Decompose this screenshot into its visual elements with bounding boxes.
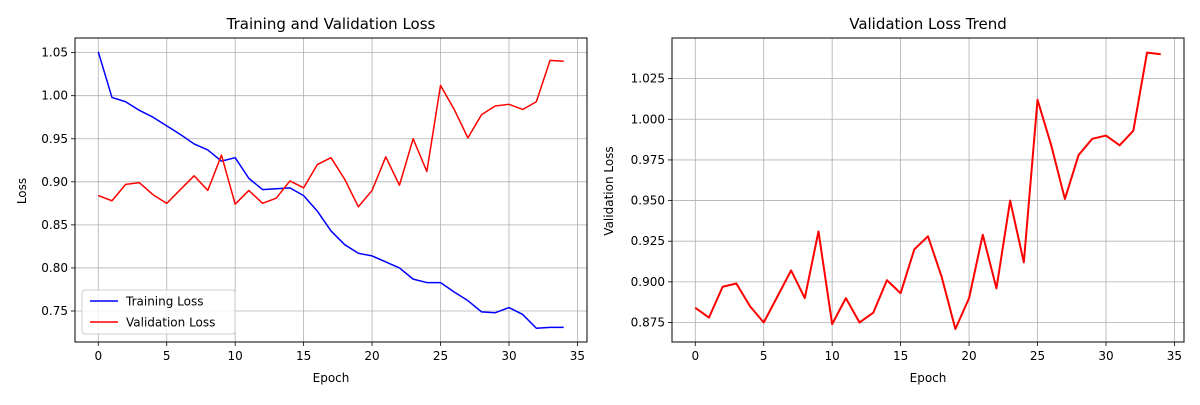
y-tick-label: 1.025 [631, 72, 665, 86]
chart-left: Training and Validation Loss Epoch Loss … [15, 15, 588, 385]
x-tick-label: 30 [501, 349, 516, 363]
legend-box [81, 289, 236, 335]
y-tick-label: 0.875 [631, 315, 665, 329]
y-tick-label: 1.05 [41, 46, 68, 60]
x-tick-label: 0 [691, 349, 699, 363]
y-axis-label: Validation Loss [602, 146, 616, 235]
y-tick-label: 1.000 [631, 112, 665, 126]
x-axis-label: Epoch [910, 371, 947, 385]
y-tick-label: 1.00 [41, 89, 68, 103]
y-tick-label: 0.95 [41, 132, 68, 146]
x-tick-label: 15 [296, 349, 311, 363]
legend-entry-label: Validation Loss [126, 316, 215, 330]
x-tick-label: 25 [1030, 349, 1045, 363]
x-tick-label: 25 [433, 349, 448, 363]
chart-title: Validation Loss Trend [849, 15, 1007, 33]
x-tick-label: 10 [825, 349, 840, 363]
y-tick-label: 0.975 [631, 153, 665, 167]
x-tick-label: 10 [228, 349, 243, 363]
y-tick-label: 0.90 [41, 175, 68, 189]
plot-area-frame [671, 37, 1185, 343]
x-tick-label: 0 [94, 349, 102, 363]
x-tick-label: 30 [1098, 349, 1113, 363]
x-tick-label: 35 [570, 349, 585, 363]
legend: Training Loss Validation Loss [81, 289, 236, 335]
x-tick-label: 20 [364, 349, 379, 363]
y-tick-label: 0.925 [631, 234, 665, 248]
y-tick-label: 0.85 [41, 218, 68, 232]
x-tick-label: 5 [163, 349, 171, 363]
y-tick-label: 0.950 [631, 194, 665, 208]
legend-entry-label: Training Loss [125, 295, 203, 309]
x-axis-label: Epoch [313, 371, 350, 385]
x-tick-label: 15 [893, 349, 908, 363]
series-line-validation-loss [98, 59, 564, 208]
plot-area-frame [74, 37, 588, 343]
x-tick-label: 5 [760, 349, 768, 363]
x-tick-label: 20 [961, 349, 976, 363]
series-line-training-loss [97, 51, 564, 329]
y-tick-label: 0.900 [631, 275, 665, 289]
y-axis-label: Loss [15, 178, 29, 204]
y-tick-label: 0.75 [41, 304, 68, 318]
x-tick-label: 35 [1167, 349, 1182, 363]
chart-title: Training and Validation Loss [226, 15, 436, 33]
chart-right: Validation Loss Trend Epoch Validation L… [602, 15, 1185, 385]
series-line-validation-loss [694, 51, 1161, 330]
y-tick-label: 0.80 [41, 261, 68, 275]
